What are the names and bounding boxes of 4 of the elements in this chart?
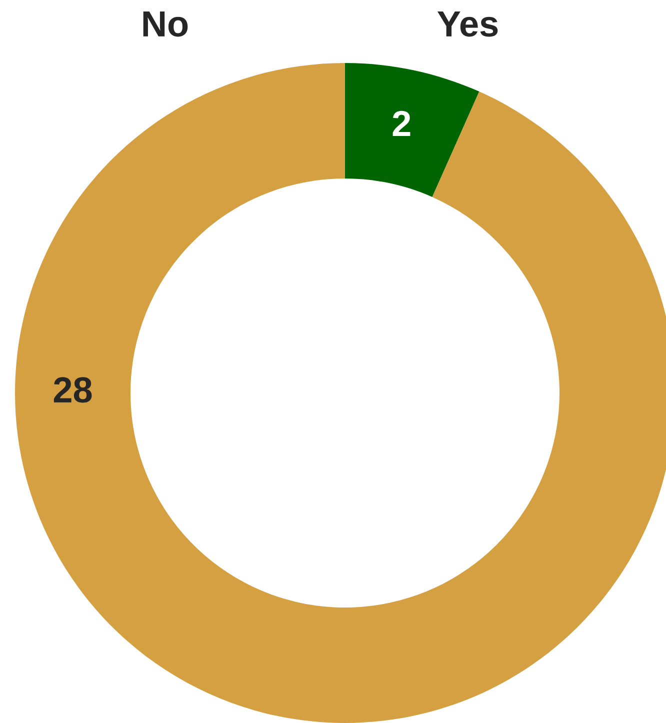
- data-label: 2: [392, 110, 410, 136]
- slice-label: Yes: [437, 11, 498, 37]
- slice-label: No: [143, 11, 188, 37]
- data-label: 28: [54, 377, 92, 403]
